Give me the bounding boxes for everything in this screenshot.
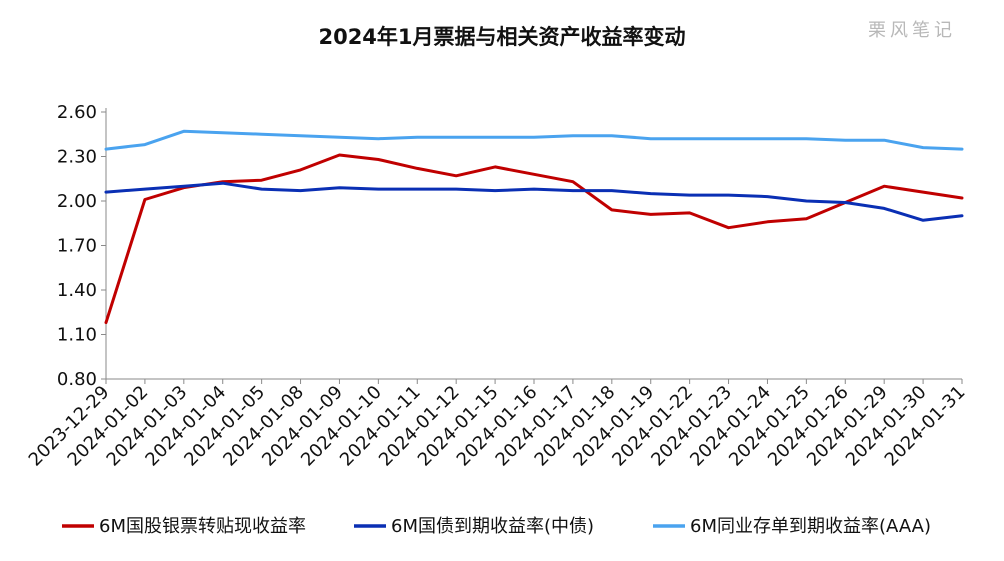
legend-label-2: 6M国债到期收益率(中债) — [391, 516, 594, 537]
y-tick-label: 1.10 — [57, 325, 97, 346]
legend-label-3: 6M同业存单到期收益率(AAA) — [690, 516, 931, 537]
y-tick-label: 1.70 — [57, 236, 97, 257]
y-tick-label: 1.40 — [57, 280, 97, 301]
y-tick-label: 2.30 — [57, 147, 97, 168]
series-line-3 — [104, 129, 964, 151]
legend: 6M国股银票转贴现收益率 6M国债到期收益率(中债) 6M同业存单到期收益率(AAA… — [62, 516, 931, 537]
legend-label-1: 6M国股银票转贴现收益率 — [99, 516, 306, 537]
axes: 0.801.101.401.702.002.302.602023-12-2920… — [25, 102, 970, 471]
series-line-2 — [104, 181, 964, 222]
y-tick-label: 0.80 — [57, 369, 97, 390]
series-layer — [104, 129, 964, 325]
watermark: 栗风笔记 — [868, 20, 956, 41]
y-tick-label: 2.60 — [57, 102, 97, 123]
series-line-1 — [104, 153, 964, 325]
y-tick-label: 2.00 — [57, 191, 97, 212]
chart-title: 2024年1月票据与相关资产收益率变动 — [318, 25, 685, 49]
